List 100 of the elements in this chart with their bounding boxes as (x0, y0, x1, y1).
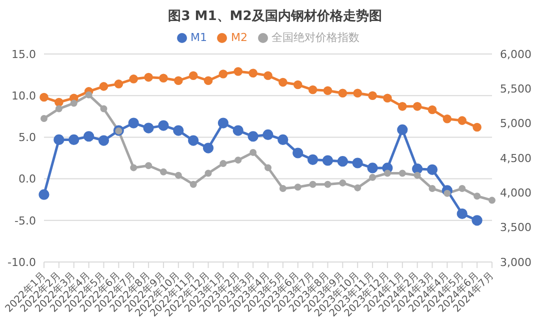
y-tick-label: -10.0 (8, 256, 36, 269)
y-tick-label: 0.0 (18, 172, 36, 186)
point (114, 80, 124, 88)
point (338, 88, 348, 98)
point (354, 184, 362, 192)
y2-tick-label: 3,000 (500, 256, 532, 269)
chart-title: 图3 M1、M2及国内钢材价格走势图 (167, 8, 383, 26)
point (308, 85, 318, 94)
point (129, 74, 138, 84)
point (324, 180, 332, 188)
y2-tick-label: 5,000 (500, 117, 532, 130)
point (309, 180, 316, 188)
point (458, 116, 467, 125)
point (428, 105, 437, 114)
point (248, 131, 258, 142)
point (369, 174, 376, 181)
point (368, 91, 377, 100)
point (456, 208, 468, 220)
point (204, 76, 213, 86)
point (40, 114, 48, 122)
point (234, 67, 243, 76)
point (54, 134, 64, 145)
point (398, 170, 406, 177)
point (38, 189, 50, 200)
point (54, 98, 64, 107)
point (159, 74, 168, 83)
point (442, 114, 452, 124)
point (458, 185, 466, 192)
point (412, 102, 422, 111)
point (264, 164, 272, 172)
point (144, 72, 153, 82)
point (248, 68, 258, 78)
point (278, 78, 288, 87)
point (339, 179, 346, 186)
point (188, 71, 198, 80)
point (204, 170, 212, 177)
point (234, 156, 242, 164)
point (384, 170, 391, 177)
point (99, 82, 108, 91)
point (264, 71, 272, 80)
point (202, 142, 214, 154)
y-tick-label: -5.0 (14, 214, 36, 228)
point (158, 120, 169, 131)
point (68, 134, 80, 145)
point (426, 164, 438, 175)
point (398, 102, 407, 111)
point (143, 122, 154, 134)
point (174, 172, 182, 179)
point (188, 135, 199, 146)
point (308, 154, 318, 165)
point (160, 168, 167, 176)
point (397, 124, 408, 136)
y2-tick-label: 5,500 (500, 82, 532, 96)
point (174, 76, 183, 86)
y2-tick-label: 3,500 (500, 221, 532, 234)
legend-label: M1 (190, 31, 207, 44)
y2-tick-label: 4,500 (500, 152, 532, 165)
legend-label: M2 (231, 31, 248, 44)
point (130, 164, 138, 172)
point (292, 148, 304, 158)
point (293, 80, 302, 90)
point (488, 196, 496, 204)
point (55, 105, 62, 112)
y-tick-label: 10.0 (12, 90, 36, 103)
point (70, 100, 78, 107)
point (145, 162, 152, 170)
point (218, 70, 228, 78)
point (100, 105, 108, 112)
point (474, 192, 481, 200)
point (278, 134, 288, 145)
y2-tick-label: 4,000 (500, 186, 532, 200)
point (322, 155, 334, 166)
point (220, 160, 227, 168)
point (85, 91, 92, 98)
point (173, 125, 184, 136)
point (414, 172, 421, 179)
point (428, 185, 436, 192)
point (337, 156, 348, 167)
point (250, 148, 257, 156)
point (353, 88, 362, 98)
point (352, 158, 363, 168)
point (323, 86, 332, 96)
point (412, 164, 423, 174)
point (472, 122, 482, 132)
point (190, 180, 197, 188)
point (383, 94, 392, 102)
point (262, 129, 274, 140)
point (232, 125, 244, 136)
y-tick-label: 15.0 (12, 48, 36, 61)
y2-tick-label: 6,000 (500, 48, 532, 61)
y-tick-label: 5.0 (18, 131, 36, 144)
point (367, 162, 378, 174)
point (128, 118, 139, 128)
point (294, 184, 302, 191)
point (40, 92, 48, 102)
point (279, 185, 286, 192)
point (84, 131, 94, 142)
legend-label: 全国绝对价格指数 (272, 31, 360, 44)
point (472, 215, 482, 226)
point (98, 135, 110, 146)
